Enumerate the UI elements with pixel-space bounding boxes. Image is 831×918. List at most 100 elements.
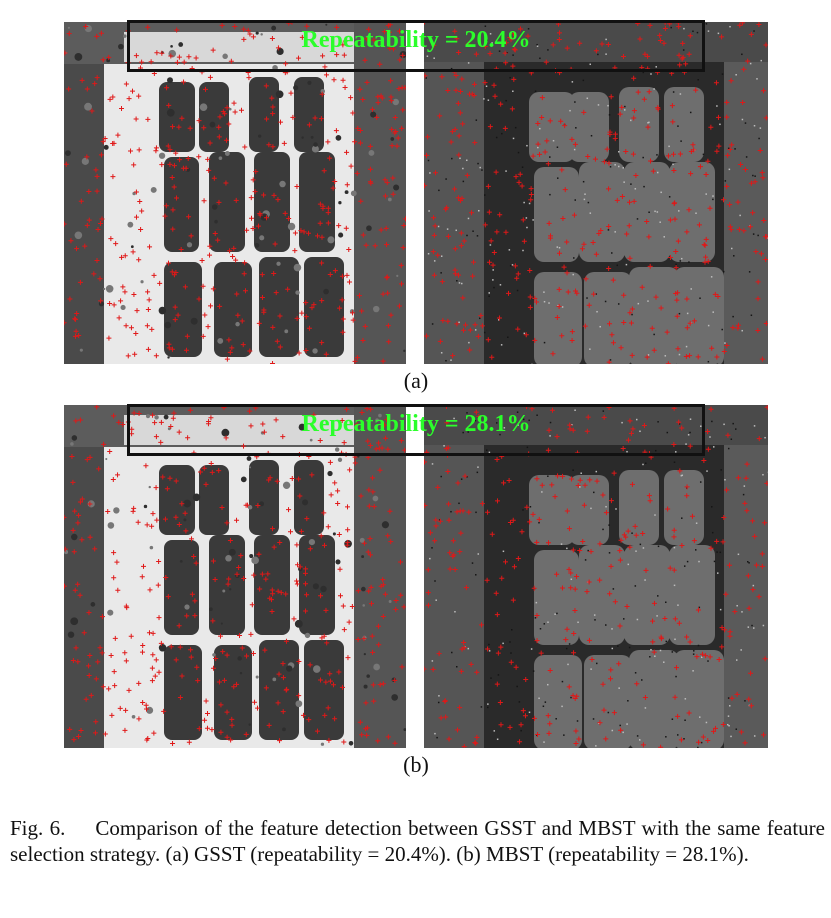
terrain-speck (366, 674, 370, 678)
feature-marker (289, 475, 295, 481)
feature-marker (209, 469, 215, 475)
feature-marker (495, 650, 501, 656)
feature-marker (554, 314, 560, 320)
feature-marker (355, 637, 361, 643)
feature-marker (231, 245, 237, 251)
feature-marker (123, 707, 129, 713)
feature-marker (357, 140, 363, 146)
feature-marker (624, 604, 630, 610)
feature-marker (571, 212, 577, 218)
feature-marker (579, 246, 585, 252)
speckle (623, 181, 625, 183)
feature-marker (669, 103, 675, 109)
speckle (656, 154, 658, 156)
feature-marker (431, 232, 437, 238)
feature-marker (376, 440, 382, 446)
feature-marker (261, 429, 267, 435)
speckle (548, 302, 550, 304)
feature-marker (364, 732, 370, 738)
feature-marker (432, 223, 438, 229)
feature-marker (376, 642, 382, 648)
feature-marker (727, 224, 733, 230)
terrain-speck (167, 77, 173, 84)
feature-marker (344, 149, 350, 155)
terrain-speck (366, 225, 372, 232)
feature-marker (705, 158, 711, 164)
speckle (655, 66, 657, 68)
terrain-speck (294, 619, 303, 628)
feature-marker (89, 108, 95, 114)
feature-marker (545, 540, 551, 546)
feature-marker (444, 420, 450, 426)
feature-marker (221, 677, 227, 683)
speckle (511, 264, 514, 266)
feature-marker (261, 309, 267, 315)
feature-marker (263, 576, 269, 582)
feature-marker (169, 346, 175, 352)
speckle (614, 231, 616, 233)
speckle (656, 211, 659, 213)
feature-marker (231, 100, 237, 106)
feature-marker (583, 276, 589, 282)
feature-marker (278, 590, 284, 596)
speckle (426, 55, 429, 57)
feature-marker (272, 241, 278, 247)
feature-marker (371, 37, 377, 43)
speckle (735, 728, 738, 730)
feature-marker (337, 566, 343, 572)
feature-marker (534, 476, 540, 482)
feature-marker (334, 24, 340, 30)
feature-marker (199, 258, 205, 264)
feature-marker (686, 51, 692, 57)
feature-marker (425, 602, 431, 608)
feature-marker (675, 238, 681, 244)
feature-marker (113, 241, 119, 247)
feature-marker (446, 736, 452, 742)
feature-marker (136, 411, 142, 417)
feature-marker (286, 215, 292, 221)
feature-marker (723, 591, 729, 597)
feature-marker (241, 26, 247, 32)
terrain-speck (145, 414, 151, 419)
feature-marker (200, 333, 206, 339)
terrain-speck (309, 438, 313, 442)
speckle (616, 264, 619, 267)
feature-marker (233, 197, 239, 203)
speckle (627, 563, 630, 566)
feature-marker (392, 677, 398, 683)
feature-marker (735, 475, 741, 481)
feature-marker (497, 212, 503, 218)
feature-marker (572, 141, 578, 147)
feature-marker (67, 296, 73, 302)
feature-marker (708, 124, 714, 130)
feature-marker (234, 291, 240, 297)
terrain-speck (228, 107, 232, 111)
feature-marker (357, 86, 363, 92)
feature-marker (217, 303, 223, 309)
feature-marker (248, 423, 254, 429)
speckle (723, 423, 725, 426)
feature-marker (680, 40, 686, 46)
speckle (572, 469, 574, 471)
feature-marker (556, 250, 562, 256)
feature-marker (365, 438, 371, 444)
speckle (478, 209, 480, 212)
speckle (496, 422, 498, 424)
feature-marker (673, 290, 679, 296)
feature-marker (320, 203, 326, 209)
feature-marker (671, 527, 677, 533)
feature-marker (452, 271, 458, 277)
feature-marker (633, 532, 639, 538)
speckle (543, 623, 546, 625)
feature-marker (510, 31, 516, 37)
feature-marker (153, 145, 159, 151)
terrain-speck (378, 413, 382, 418)
feature-marker (83, 696, 89, 702)
feature-marker (645, 53, 651, 59)
feature-marker (527, 294, 533, 300)
feature-marker (71, 737, 77, 743)
speckle (433, 57, 435, 59)
feature-marker (503, 40, 509, 46)
feature-marker (354, 170, 360, 176)
speckle (500, 344, 503, 346)
